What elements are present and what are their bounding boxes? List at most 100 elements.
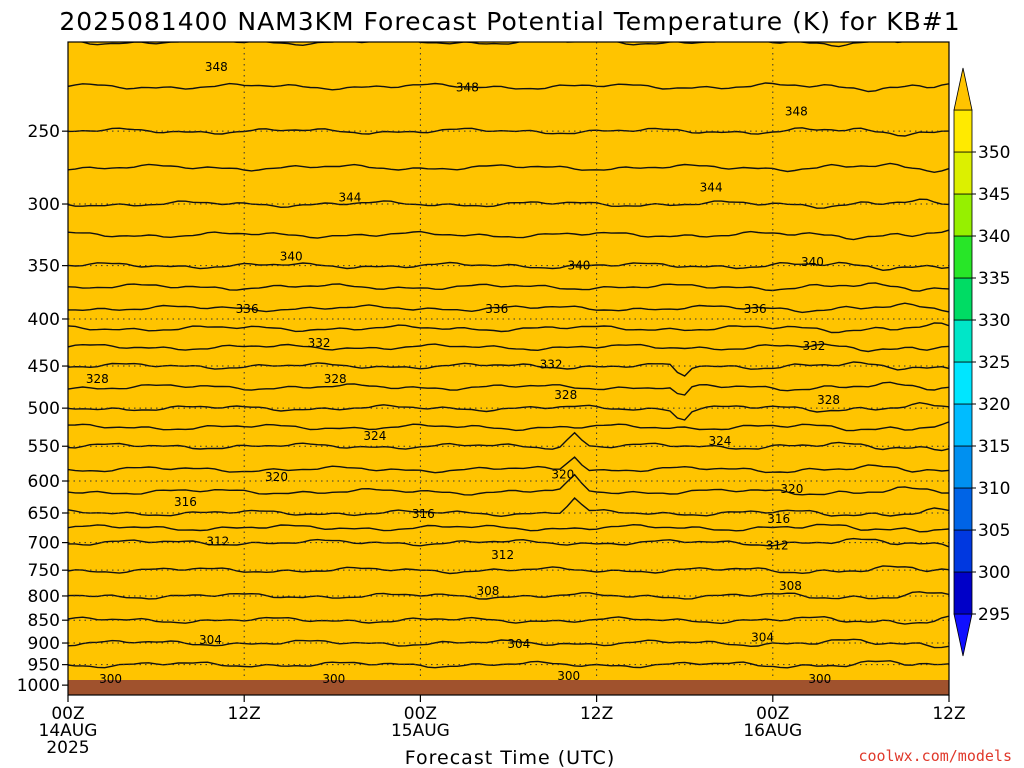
contour-line-310 xyxy=(68,565,949,575)
y-tick-label: 300 xyxy=(28,195,60,215)
colorbar-label: 320 xyxy=(978,395,1010,415)
contour-line-344 xyxy=(68,198,949,209)
contour-label: 320 xyxy=(780,482,803,496)
colorbar-segment xyxy=(953,487,973,531)
contour-label: 340 xyxy=(280,249,303,263)
contour-label: 316 xyxy=(174,495,197,509)
colorbar-label: 335 xyxy=(978,269,1010,289)
contour-line-324 xyxy=(68,421,949,432)
colorbar-segment xyxy=(953,151,973,195)
contour-label: 316 xyxy=(767,512,790,526)
contour-line-334 xyxy=(68,322,949,334)
colorbar-segment xyxy=(953,613,973,657)
colorbar-segment xyxy=(953,67,973,111)
x-tick-label: 16AUG xyxy=(743,721,802,741)
contour-label: 304 xyxy=(507,637,530,651)
plot-area: 348 348 348 344 344 340 340 340 336 336 336 332 332 3… xyxy=(63,42,954,720)
contour-label: 300 xyxy=(322,672,345,686)
colorbar-segment xyxy=(953,361,973,405)
colorbar: 295 300 305 310 315 320 325 330 335 340 345 350 xyxy=(953,67,1010,657)
contour-label: 328 xyxy=(554,388,577,402)
contour-label: 312 xyxy=(491,548,514,562)
contour-label: 336 xyxy=(236,302,259,316)
x-tick-label: 00Z xyxy=(404,704,437,724)
fill-band-297.5 xyxy=(63,700,954,720)
contour-label: 312 xyxy=(766,538,789,552)
contour-line-338 xyxy=(68,282,949,292)
fill-band-355 xyxy=(68,42,949,695)
y-tick-label: 250 xyxy=(28,122,60,142)
colorbar-segment xyxy=(953,403,973,447)
filled-bands xyxy=(63,42,954,720)
x-tick-label: 12Z xyxy=(580,704,613,724)
contour-label: 348 xyxy=(456,80,479,94)
colorbar-label: 330 xyxy=(978,311,1010,331)
contour-label: 324 xyxy=(708,434,731,448)
contour-label: 332 xyxy=(308,336,331,350)
contour-label: 304 xyxy=(199,633,222,647)
contour-label: 300 xyxy=(808,672,831,686)
contour-label: 320 xyxy=(551,467,574,481)
colorbar-label: 315 xyxy=(978,437,1010,457)
contour-label: 340 xyxy=(801,255,824,269)
contour-label: 336 xyxy=(485,302,508,316)
colorbar-segment xyxy=(953,277,973,321)
colorbar-label: 345 xyxy=(978,185,1010,205)
contour-label: 300 xyxy=(557,669,580,683)
contour-label: 344 xyxy=(700,181,723,195)
y-axis: 250 300 350 400 450 500 550 600 650 700 750 800 850 9… xyxy=(17,122,68,696)
contour-labels: 348 348 348 344 344 340 340 340 336 336 336 332 332 3… xyxy=(86,60,840,686)
contour-label: 328 xyxy=(817,393,840,407)
x-tick-label: 12Z xyxy=(228,704,261,724)
contour-line-312 xyxy=(68,537,949,548)
contour-line-306 xyxy=(68,615,949,625)
x-axis-label: Forecast Time (UTC) xyxy=(405,747,615,768)
contour-line-302 xyxy=(68,660,949,669)
x-tick-label: 15AUG xyxy=(391,721,450,741)
y-tick-label: 550 xyxy=(28,437,60,457)
y-tick-label: 650 xyxy=(28,504,60,524)
contour-label: 300 xyxy=(99,672,122,686)
chart-title: 2025081400 NAM3KM Forecast Potential Tem… xyxy=(59,7,960,36)
y-tick-label: 600 xyxy=(28,472,60,492)
x-tick-label: 14AUG xyxy=(39,721,98,741)
contour-line-336 xyxy=(68,302,949,314)
contour-label: 344 xyxy=(338,190,361,204)
colorbar-label: 310 xyxy=(978,479,1010,499)
contour-label: 340 xyxy=(568,259,591,273)
y-tick-label: 500 xyxy=(28,399,60,419)
y-tick-label: 750 xyxy=(28,561,60,581)
y-tick-label: 700 xyxy=(28,534,60,554)
contour-label: 308 xyxy=(476,584,499,598)
y-tick-label: 400 xyxy=(28,310,60,330)
contour-label: 348 xyxy=(785,105,808,119)
colorbar-segment xyxy=(953,235,973,279)
contour-line-350 xyxy=(68,82,949,93)
contour-line-346 xyxy=(68,162,949,174)
y-tick-label: 800 xyxy=(28,587,60,607)
contour-label: 320 xyxy=(265,470,288,484)
contour-line-320 xyxy=(68,456,949,474)
colorbar-segment xyxy=(953,319,973,363)
contour-label: 348 xyxy=(205,60,228,74)
y-tick-label: 1000 xyxy=(17,676,60,696)
colorbar-label: 350 xyxy=(978,143,1010,163)
y-tick-label: 950 xyxy=(28,656,60,676)
x-tick-label: 00Z xyxy=(756,704,789,724)
plot-frame xyxy=(67,41,950,696)
colorbar-segment xyxy=(953,193,973,237)
contour-line-340 xyxy=(68,261,949,272)
contour-label: 328 xyxy=(324,372,347,386)
x-tick-label: 2025 xyxy=(46,738,89,758)
colorbar-label: 300 xyxy=(978,563,1010,583)
contour-label: 332 xyxy=(802,339,825,353)
colorbar-label: 295 xyxy=(978,605,1010,625)
contour-label: 316 xyxy=(412,507,435,521)
x-tick-label: 00Z xyxy=(51,704,84,724)
colorbar-segment xyxy=(953,571,973,615)
contour-label: 336 xyxy=(744,302,767,316)
colorbar-segment xyxy=(953,109,973,153)
contour-line-352 xyxy=(77,42,906,48)
y-tick-label: 850 xyxy=(28,611,60,631)
